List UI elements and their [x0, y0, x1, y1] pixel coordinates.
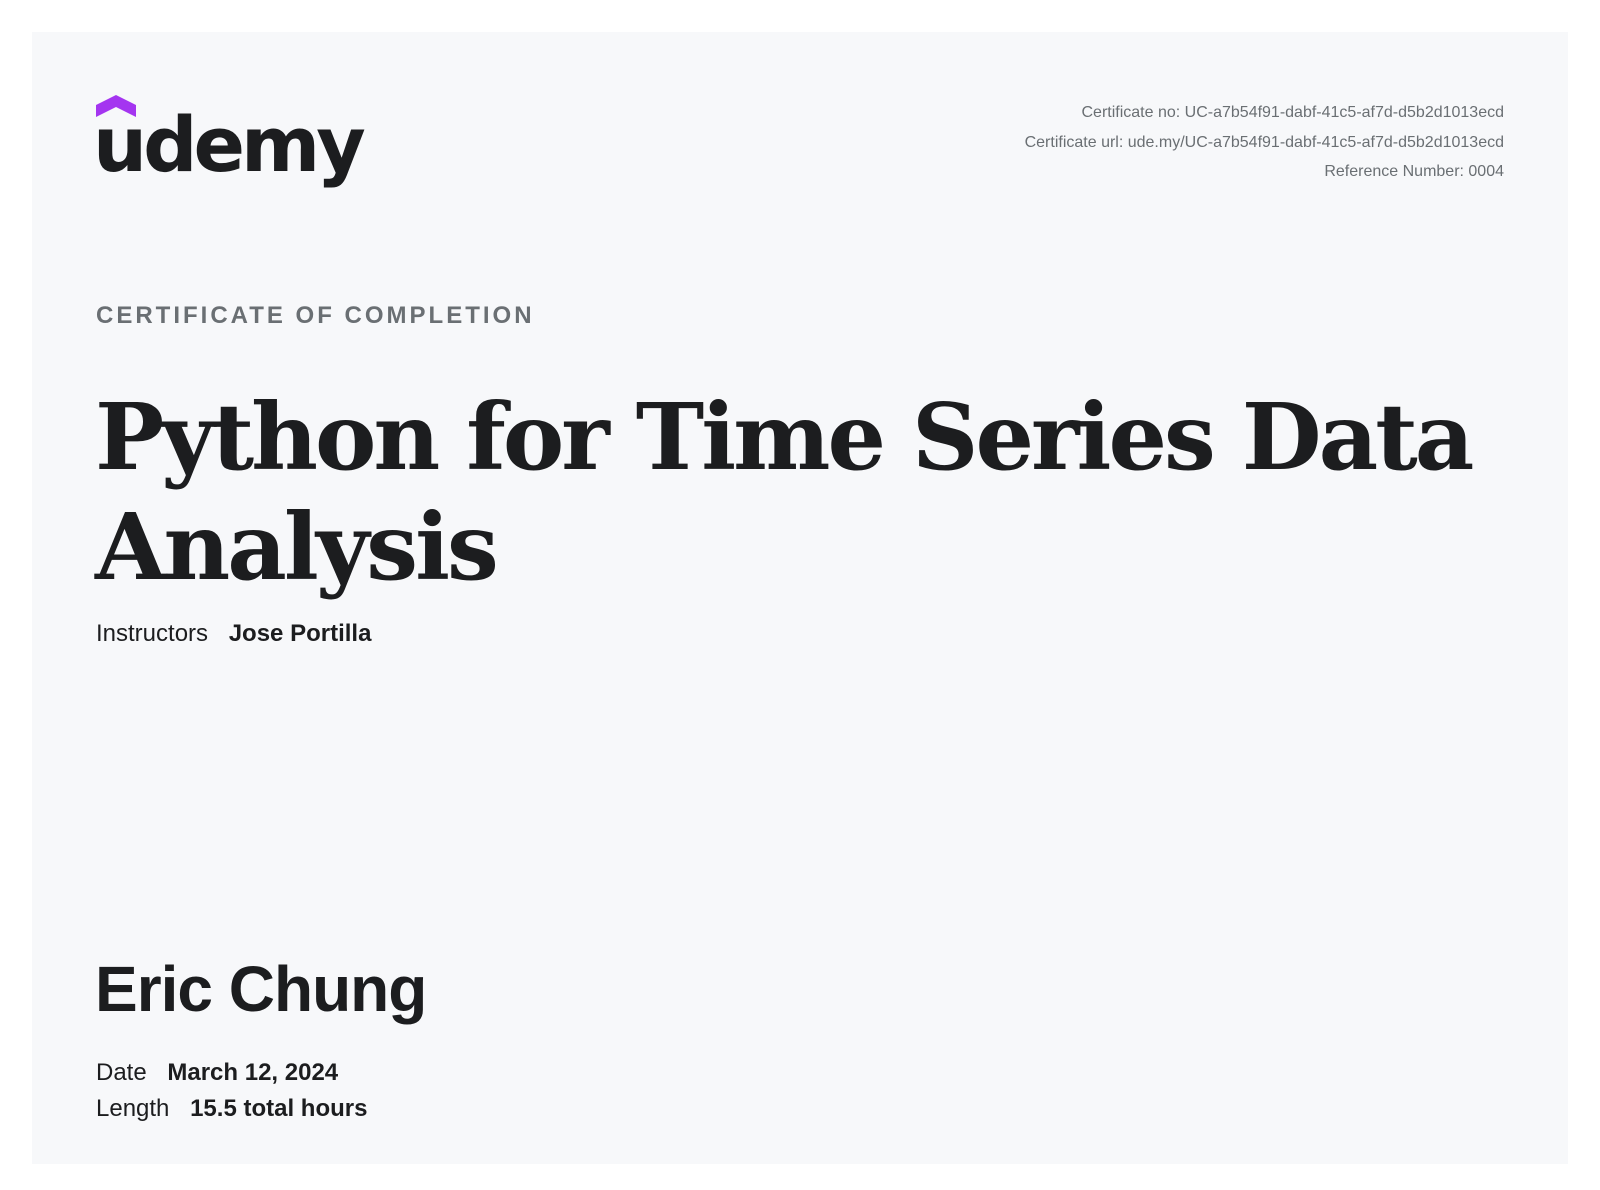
- certificate-eyebrow: CERTIFICATE OF COMPLETION: [96, 302, 535, 329]
- brand-wordmark: udemy: [93, 100, 366, 189]
- graduation-cap-icon: [96, 95, 136, 117]
- date-value: March 12, 2024: [167, 1059, 339, 1086]
- length-row: Length 15.5 total hours: [96, 1095, 367, 1123]
- instructors-row: Instructors Jose Portilla: [96, 620, 371, 648]
- udemy-logo: udemy: [93, 95, 366, 195]
- reference-number: Reference Number: 0004: [1324, 163, 1504, 180]
- recipient-name: Eric Chung: [95, 953, 427, 1025]
- length-label: Length: [96, 1095, 170, 1122]
- instructors-value: Jose Portilla: [228, 620, 372, 647]
- length-value: 15.5 total hours: [190, 1095, 368, 1122]
- date-label: Date: [96, 1059, 147, 1086]
- date-row: Date March 12, 2024: [96, 1059, 338, 1087]
- certificate-url: Certificate url: ude.my/UC-a7b54f91-dabf…: [1024, 133, 1504, 151]
- certificate-number: Certificate no: UC-a7b54f91-dabf-41c5-af…: [1081, 104, 1505, 121]
- certificate-meta: Certificate no: UC-a7b54f91-dabf-41c5-af…: [1025, 98, 1504, 187]
- instructors-label: Instructors: [96, 620, 209, 647]
- course-title: Python for Time Series Data Analysis: [95, 383, 1474, 601]
- certificate: udemy Certificate no: UC-a7b54f91-dabf-4…: [32, 32, 1568, 1164]
